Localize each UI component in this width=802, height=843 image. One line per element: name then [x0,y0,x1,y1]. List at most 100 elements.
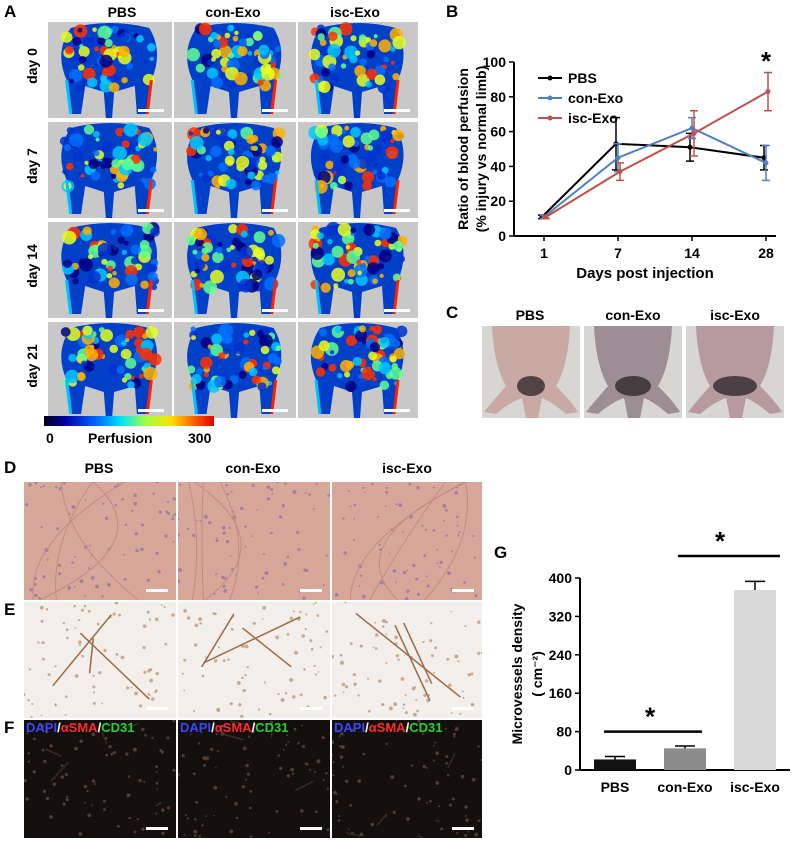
c-col-head-con-exo: con-Exo [605,307,661,323]
panel-letter-e: E [4,600,16,619]
histology-image: DAPI/αSMA/CD31 [178,720,330,838]
colorbar-label: Perfusion [88,430,153,446]
scale-bar [300,827,322,830]
perfusion-tile [174,22,296,118]
g-y-tick-label: 240 [549,647,573,663]
g-bar [734,590,776,770]
scale-bar [452,589,474,592]
scale-bar [146,707,168,710]
perfusion-tile [174,222,296,318]
stain-cd31: CD31 [409,720,443,735]
perfusion-tile [298,122,418,218]
scale-bar [384,109,410,112]
c-col-head-pbs: PBS [515,307,545,323]
d-col-head-pbs: PBS [84,460,114,476]
b-data-point [617,169,623,175]
stain-asma: αSMA [214,720,252,735]
scale-bar [300,707,322,710]
d-col-head-isc-exo: isc-Exo [382,460,432,476]
hindlimb-photo [584,326,682,418]
histology-image [332,602,482,718]
b-series-line [543,127,767,218]
histology-image: DAPI/αSMA/CD31 [332,720,482,838]
b-data-point [687,144,693,150]
stain-sep2: / [405,720,410,735]
stain-dapi: DAPI [180,720,212,735]
histology-image: DAPI/αSMA/CD31 [24,720,176,838]
g-category-label: isc-Exo [730,779,780,795]
scale-bar [262,109,288,112]
col-head-con-exo: con-Exo [205,4,261,20]
perfusion-map [308,123,405,218]
b-y-tick-label: 60 [490,124,506,140]
b-x-tick-label: 28 [758,245,774,261]
fluorescence-stain-label: DAPI/αSMA/CD31 [334,720,442,735]
fluorescence-stain-label: DAPI/αSMA/CD31 [26,720,134,735]
b-y-tick-label: 80 [490,89,506,105]
g-y-tick-label: 80 [556,724,572,740]
row-label-day21: day 21 [24,344,40,388]
perfusion-tile [48,222,172,318]
scale-bar [138,409,164,412]
g-significance-star: * [715,530,726,556]
g-y-axis-label: Microvessels density [509,603,525,744]
perfusion-map [61,222,160,318]
scale-bar [262,409,288,412]
b-x-tick-label: 7 [614,245,622,261]
chart-g-bar: 0 80 160 240 320 400 Microvessels density( cm⁻… [509,530,790,795]
perfusion-tile [48,122,172,218]
perfusion-map [61,23,158,118]
b-legend-label: PBS [568,70,597,86]
perfusion-map [186,123,286,218]
row-label-day14: day 14 [24,244,40,288]
b-data-point [543,214,549,220]
perfusion-tile [298,222,418,318]
stain-asma: αSMA [60,720,98,735]
perfusion-tile [48,322,172,418]
stain-sep1: / [365,720,369,735]
scale-bar [384,309,410,312]
perfusion-map [310,323,408,418]
scale-bar [262,309,288,312]
g-error-bar [745,580,765,590]
perfusion-map [186,22,282,118]
g-y-axis-label-2: ( cm⁻²) [529,651,545,697]
histology-image [332,482,482,600]
perfusion-tile [174,322,296,418]
perfusion-map [308,22,406,118]
perfusion-map [187,323,282,418]
histology-image [178,602,330,718]
scale-bar [138,209,164,212]
b-y-tick-label: 40 [490,158,506,174]
g-y-tick-label: 160 [549,685,573,701]
scale-bar [138,309,164,312]
perfusion-colorbar [44,416,214,426]
scale-bar [146,827,168,830]
perfusion-tile [298,22,418,118]
d-col-head-con-exo: con-Exo [225,460,281,476]
b-data-point [765,89,771,95]
perfusion-map [308,222,408,318]
panel-letter-f: F [4,718,15,737]
stain-sep2: / [97,720,102,735]
row-label-day0: day 0 [24,48,40,84]
b-y-axis-label-2: (% injury vs normal limb) [473,66,489,232]
scale-bar [384,209,410,212]
g-y-tick-label: 400 [549,570,573,586]
scale-bar [146,589,168,592]
histology-image [24,482,176,600]
b-legend-label: con-Exo [568,90,623,106]
perfusion-map [186,223,286,318]
hindlimb-photo [482,326,580,418]
b-y-tick-label: 0 [498,228,506,244]
b-x-tick-label: 1 [540,245,548,261]
panel-letter-a: A [4,2,17,21]
histology-image [178,482,330,600]
c-col-head-isc-exo: isc-Exo [710,307,760,323]
b-data-point [615,155,621,161]
stain-dapi: DAPI [26,720,58,735]
g-y-tick-label: 320 [549,608,573,624]
g-y-tick-label: 0 [564,762,572,778]
stain-sep1: / [57,720,61,735]
stain-asma: αSMA [368,720,406,735]
